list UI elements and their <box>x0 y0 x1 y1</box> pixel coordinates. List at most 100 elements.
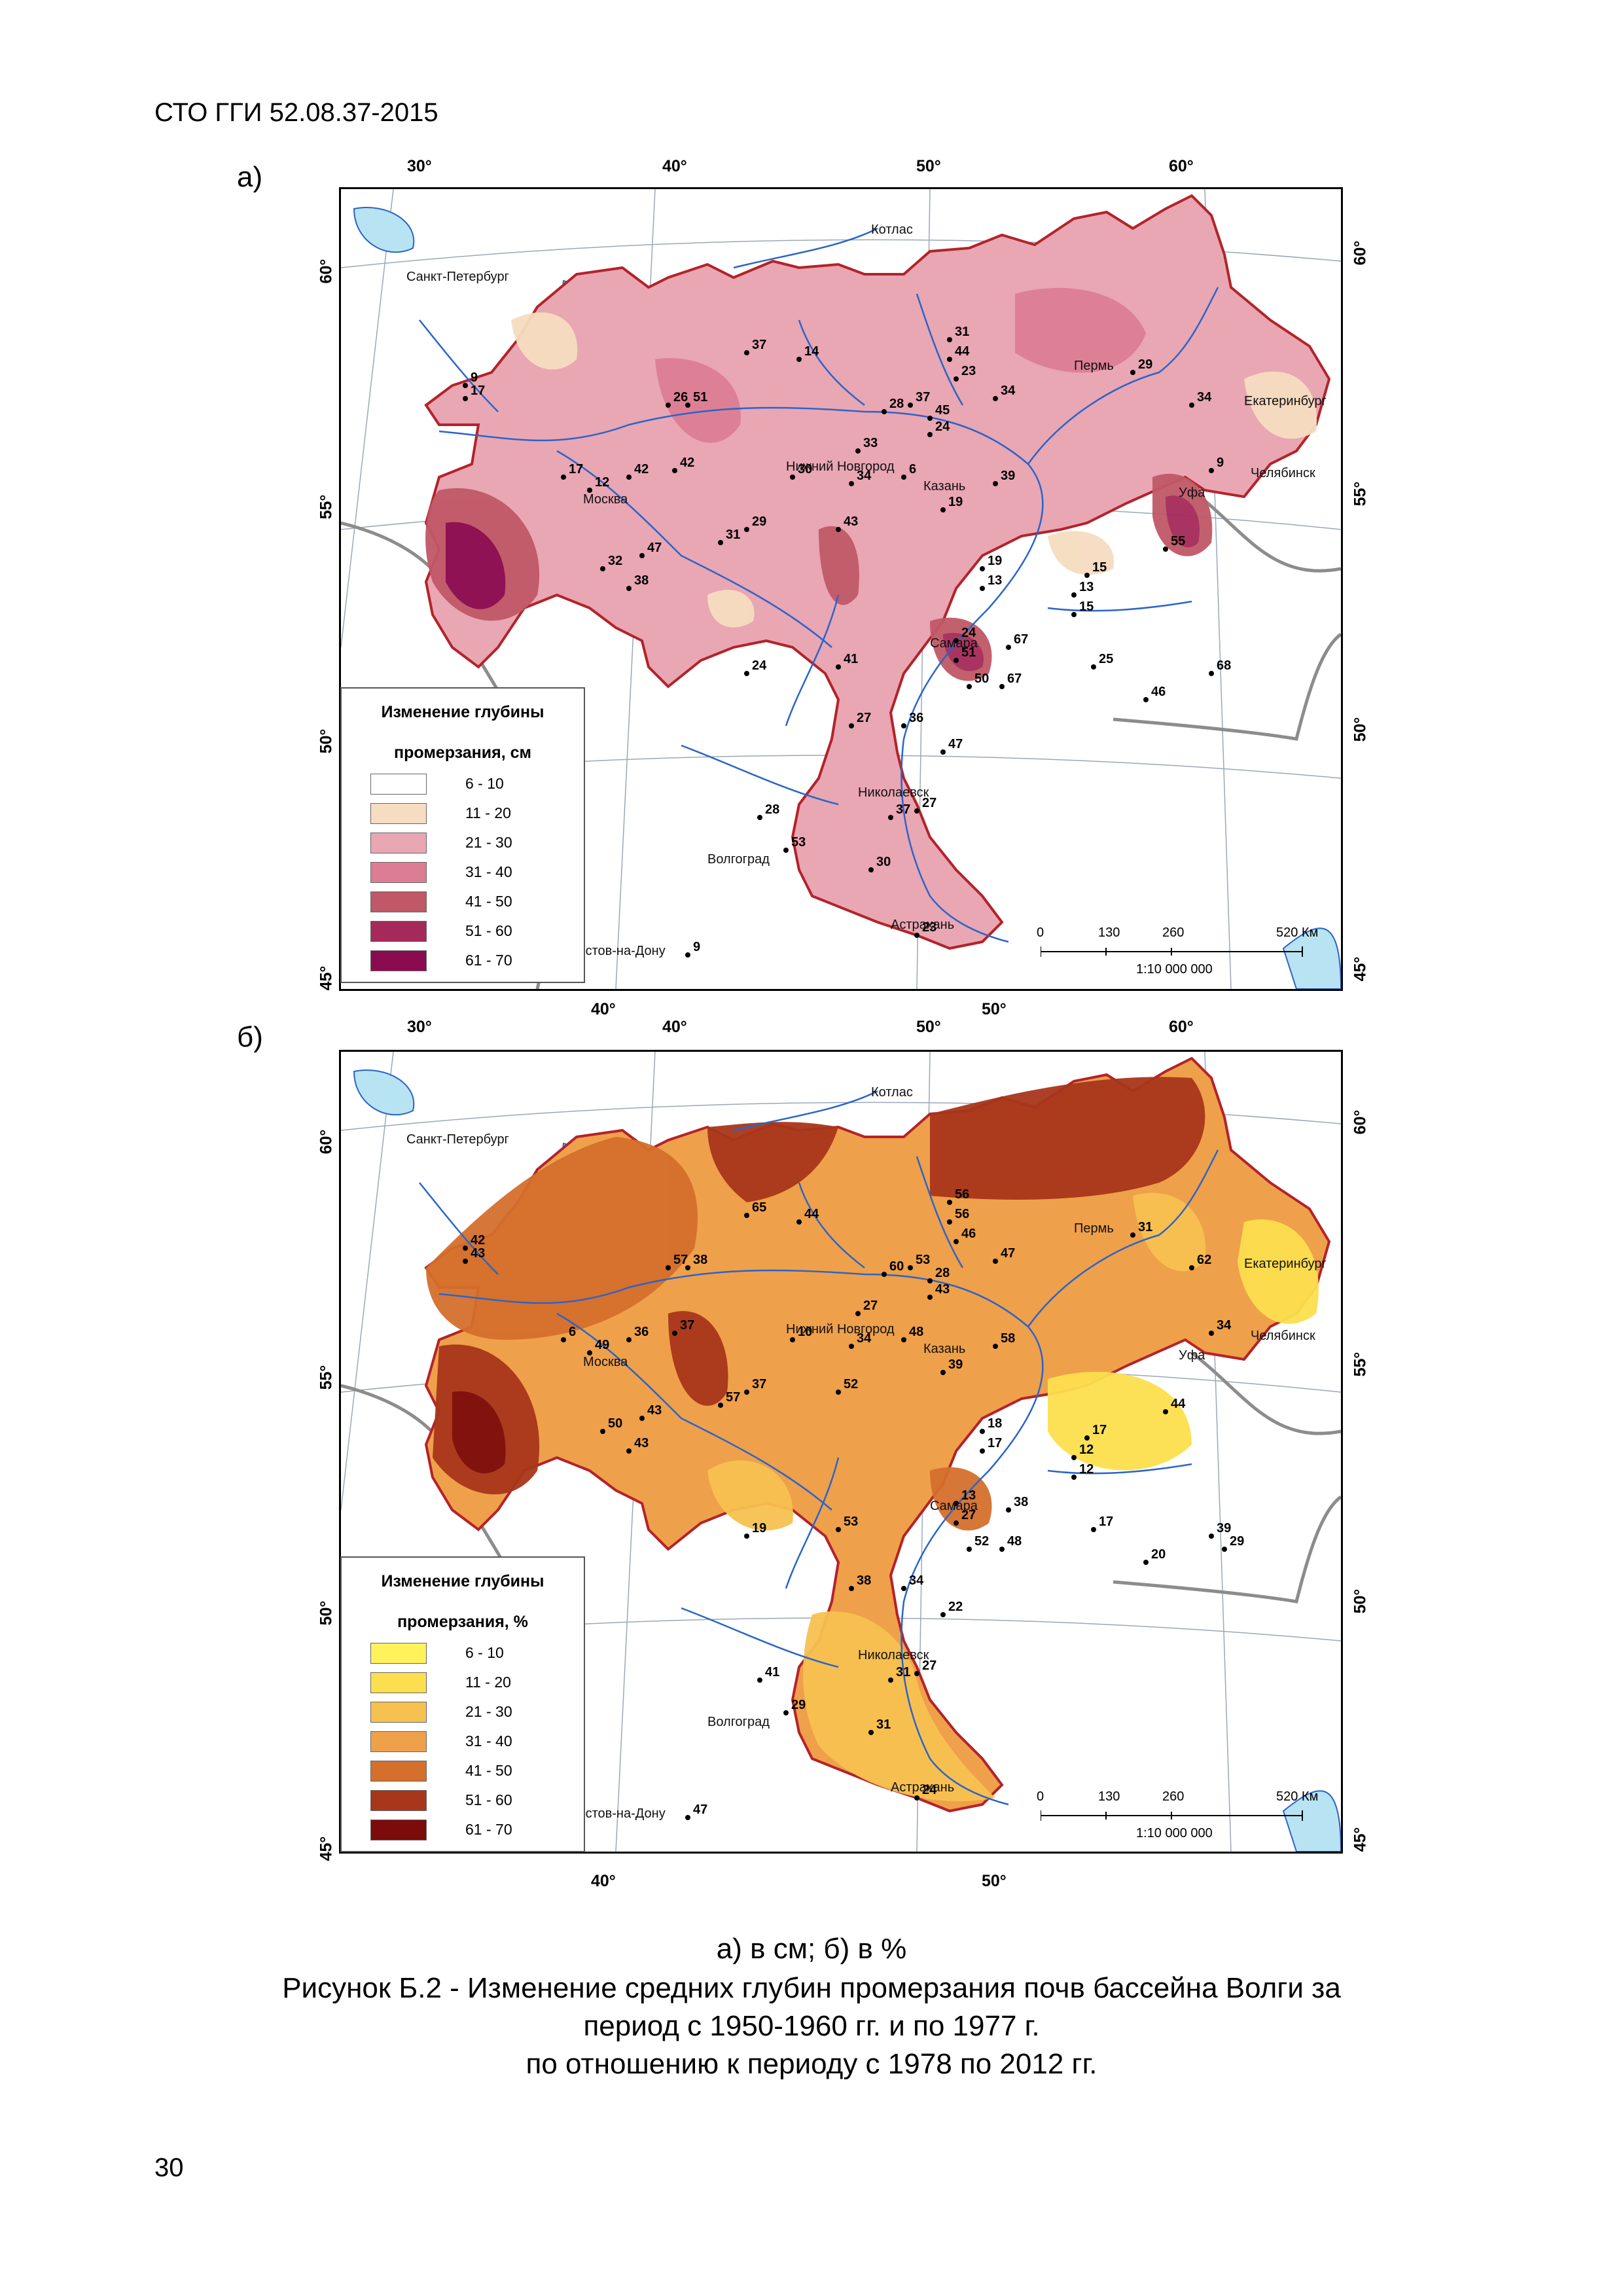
station-value: 24 <box>922 1783 937 1797</box>
station-dot <box>980 1448 985 1454</box>
station-dot <box>940 507 946 512</box>
station-value: 56 <box>955 1187 969 1202</box>
station-value: 39 <box>1217 1521 1231 1535</box>
station-dot <box>954 658 959 663</box>
station-dot <box>914 1795 919 1801</box>
water-b <box>353 1069 1341 1852</box>
station-dot <box>783 848 789 853</box>
lat-tick-a-right-45: 45° <box>1351 956 1370 982</box>
station-dot <box>626 475 632 480</box>
legend-b-swatch-5 <box>370 1790 427 1811</box>
station-value: 24 <box>935 420 950 434</box>
panel-a-label: а) <box>237 161 263 193</box>
city-label: Николаевск <box>858 1648 929 1662</box>
station-value: 28 <box>889 397 904 411</box>
station-dot <box>1071 612 1077 617</box>
lat-tick-a-right-55: 55° <box>1351 481 1370 507</box>
station-dot <box>940 1370 946 1375</box>
station-dot <box>849 481 854 486</box>
legend-b-label-6: 61 - 70 <box>465 1821 512 1838</box>
station-value: 43 <box>471 1246 485 1261</box>
station-dot <box>744 527 749 532</box>
legend-a-label-1: 11 - 20 <box>465 804 511 821</box>
station-value: 12 <box>595 475 609 490</box>
scale-b-tick-520: 520 Км <box>1276 1789 1319 1804</box>
legend-b-label-2: 21 - 30 <box>465 1703 512 1720</box>
station-dot <box>744 1390 749 1395</box>
scale-a-tick-520: 520 Км <box>1276 925 1319 940</box>
station-dot <box>947 337 952 342</box>
station-value: 31 <box>1138 1220 1152 1234</box>
station-dot <box>836 1390 841 1395</box>
scale-a-tick-130: 130 <box>1098 925 1120 940</box>
station-dot <box>1071 592 1077 598</box>
city-label: Котлас <box>871 223 913 237</box>
figure-caption-line3: по отношению к периоду с 1978 по 2012 гг… <box>526 2048 1097 2080</box>
station-dot <box>855 448 861 454</box>
legend-b-swatch-3 <box>370 1731 427 1752</box>
station-value: 41 <box>844 652 858 666</box>
station-dot <box>849 1586 854 1591</box>
station-value: 22 <box>948 1600 963 1614</box>
station-dot <box>757 815 762 820</box>
scale-bar-b: 0 130 260 520 Км 1:10 000 000 <box>1037 1787 1319 1846</box>
station-value: 17 <box>569 462 583 476</box>
station-value: 33 <box>863 436 878 450</box>
station-value: 19 <box>752 1521 766 1535</box>
legend-a-label-4: 41 - 50 <box>465 893 512 910</box>
city-label: Пермь <box>1074 359 1114 373</box>
station-value: 12 <box>1079 1462 1094 1477</box>
station-value: 42 <box>634 462 649 476</box>
city-label: Казань <box>923 1342 965 1356</box>
station-value: 15 <box>1092 560 1107 575</box>
station-dot <box>790 1337 795 1342</box>
scale-b-tick-130: 130 <box>1098 1789 1120 1804</box>
station-dot <box>1091 1527 1096 1532</box>
station-value: 14 <box>804 344 819 359</box>
legend-a-swatch-4 <box>370 891 427 912</box>
station-value: 31 <box>896 1665 910 1679</box>
station-dot <box>666 403 671 408</box>
station-value: 17 <box>1099 1515 1113 1529</box>
legend-b-swatch-1 <box>370 1672 427 1693</box>
station-value: 6 <box>569 1325 576 1339</box>
station-dot <box>901 1586 906 1591</box>
station-dot <box>1163 547 1168 552</box>
station-value: 48 <box>909 1325 923 1339</box>
station-value: 13 <box>1079 580 1094 594</box>
lat-tick-a-right-50: 50° <box>1351 717 1370 742</box>
station-dot <box>836 1527 841 1532</box>
station-value: 67 <box>1007 672 1022 686</box>
station-dot <box>901 475 906 480</box>
station-value: 56 <box>955 1207 969 1221</box>
station-dot <box>940 749 946 755</box>
station-dot <box>993 1259 998 1264</box>
station-value: 52 <box>974 1534 989 1549</box>
station-dot <box>626 586 632 591</box>
rivers-b <box>419 1090 1219 1806</box>
city-label: Нижний Новгород <box>786 1322 895 1336</box>
scale-b-tick-0: 0 <box>1037 1789 1044 1804</box>
station-value: 25 <box>1099 652 1113 666</box>
station-value: 38 <box>1014 1495 1028 1509</box>
lat-tick-b-right-55: 55° <box>1351 1352 1370 1377</box>
station-value: 37 <box>916 390 930 404</box>
station-dot <box>980 1429 985 1434</box>
station-dot <box>849 1344 854 1349</box>
station-value: 46 <box>1151 685 1166 699</box>
legend-b-title-line2: промерзания, % <box>397 1613 528 1631</box>
station-value: 45 <box>935 403 950 418</box>
station-value: 48 <box>1007 1534 1022 1549</box>
station-dot <box>744 1534 749 1539</box>
station-value: 10 <box>798 1325 812 1339</box>
lat-tick-a-left-55: 55° <box>317 494 336 520</box>
station-dot <box>993 396 998 401</box>
city-labels-b: Санкт-Петербург Котлас Пермь Екатеринбург Че… <box>406 1085 1327 1821</box>
station-dot <box>1130 370 1135 375</box>
station-value: 13 <box>988 573 1002 588</box>
city-label: Санкт-Петербург <box>406 270 509 284</box>
station-value: 34 <box>857 1331 872 1346</box>
station-value: 37 <box>680 1318 694 1333</box>
station-dot <box>1130 1232 1135 1238</box>
